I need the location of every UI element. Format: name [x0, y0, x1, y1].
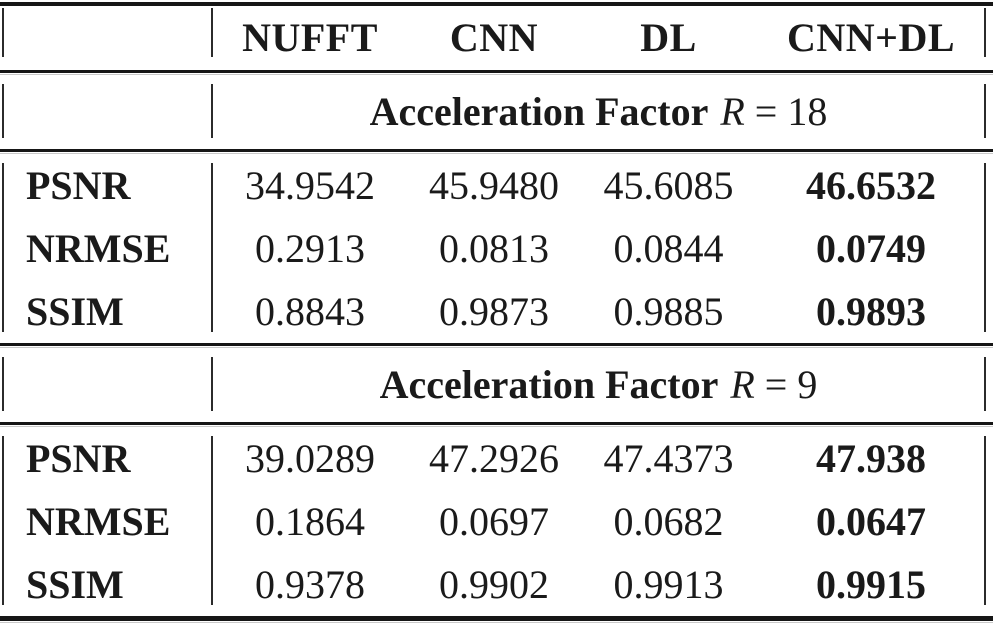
section-header-r18: Acceleration Factor R = 18 [0, 75, 993, 149]
section-title-text: Acceleration Factor [369, 89, 709, 134]
table-row-nrmse: NRMSE 0.2913 0.0813 0.0844 0.0749 [0, 217, 993, 280]
table-header-row: NUFFT CNN DL CNN+DL [0, 6, 993, 70]
section-title: Acceleration Factor R = 18 [212, 92, 985, 132]
section-rule-echo [0, 426, 993, 427]
metric-value-best: 0.9893 [816, 288, 926, 334]
section-title-value: = 9 [764, 362, 818, 407]
bottom-rule-echo [0, 622, 993, 623]
table-row-ssim: SSIM 0.8843 0.9873 0.9885 0.9893 [0, 280, 993, 343]
metric-value: 34.9542 [245, 162, 375, 208]
metric-value: 0.2913 [255, 225, 365, 271]
metric-value-best: 46.6532 [806, 162, 936, 208]
left-border [2, 8, 4, 57]
table-row-psnr: PSNR 34.9542 45.9480 45.6085 46.6532 [0, 154, 993, 217]
section-title-value: = 18 [754, 89, 828, 134]
left-border [2, 357, 4, 411]
metric-value: 0.9873 [439, 288, 549, 334]
metric-value: 0.0682 [613, 498, 724, 544]
table-row-psnr: PSNR 39.0289 47.2926 47.4373 47.938 [0, 427, 993, 490]
metric-value: 0.9378 [255, 561, 365, 607]
metric-value: 0.9902 [439, 561, 549, 607]
metric-value: 45.6085 [603, 162, 734, 208]
metric-value-best: 47.938 [816, 435, 926, 481]
metric-value: 0.1864 [255, 498, 365, 544]
table-row-ssim: SSIM 0.9378 0.9902 0.9913 0.9915 [0, 553, 993, 616]
right-border [984, 163, 986, 332]
section-rule [0, 70, 993, 73]
row-label: NRMSE [26, 225, 171, 271]
metric-value: 0.8843 [255, 288, 365, 334]
metric-value-best: 0.0749 [816, 225, 926, 271]
metric-value: 39.0289 [245, 435, 375, 481]
section-rule-echo [0, 153, 993, 154]
row-label: NRMSE [26, 498, 171, 544]
column-header-cnn-dl: CNN+DL [786, 15, 956, 60]
metric-value: 47.2926 [429, 435, 559, 481]
metric-value: 0.9913 [613, 561, 724, 607]
metric-value-best: 0.0647 [816, 498, 926, 544]
section-rule-echo [0, 347, 993, 348]
row-label: PSNR [26, 435, 131, 481]
left-border [2, 436, 4, 605]
row-label: SSIM [26, 288, 124, 334]
metric-value: 0.0697 [439, 498, 549, 544]
metric-value: 0.9885 [613, 288, 724, 334]
section-title: Acceleration Factor R = 9 [212, 365, 985, 405]
column-separator [211, 163, 213, 332]
section-header-r9: Acceleration Factor R = 9 [0, 348, 993, 422]
data-section-r9: PSNR 39.0289 47.2926 47.4373 47.938 NRMS… [0, 427, 993, 616]
table-row-nrmse: NRMSE 0.1864 0.0697 0.0682 0.0647 [0, 490, 993, 553]
section-title-text: Acceleration Factor [379, 362, 719, 407]
metric-value-best: 0.9915 [816, 561, 926, 607]
column-header-nufft: NUFFT [242, 15, 378, 60]
top-rule [0, 2, 993, 6]
left-border [2, 84, 4, 138]
metric-value: 45.9480 [429, 162, 559, 208]
right-border [984, 8, 986, 57]
column-separator [211, 436, 213, 605]
right-border [984, 436, 986, 605]
column-separator [211, 8, 213, 57]
row-label: PSNR [26, 162, 131, 208]
metric-value: 0.0844 [613, 225, 724, 271]
left-border [2, 163, 4, 332]
right-border [984, 357, 986, 411]
right-border [984, 84, 986, 138]
section-rule [0, 343, 993, 346]
metric-value: 0.0813 [439, 225, 549, 271]
column-separator [211, 357, 213, 411]
bottom-rule [0, 616, 993, 621]
column-header-cnn: CNN [449, 15, 539, 60]
math-variable: R [730, 362, 755, 407]
row-label: SSIM [26, 561, 124, 607]
metric-value: 47.4373 [603, 435, 734, 481]
column-separator [211, 84, 213, 138]
math-variable: R [720, 89, 745, 134]
column-header-dl: DL [640, 15, 697, 60]
data-section-r18: PSNR 34.9542 45.9480 45.6085 46.6532 NRM… [0, 154, 993, 343]
section-rule-echo [0, 74, 993, 75]
section-rule [0, 422, 993, 425]
section-rule [0, 149, 993, 152]
